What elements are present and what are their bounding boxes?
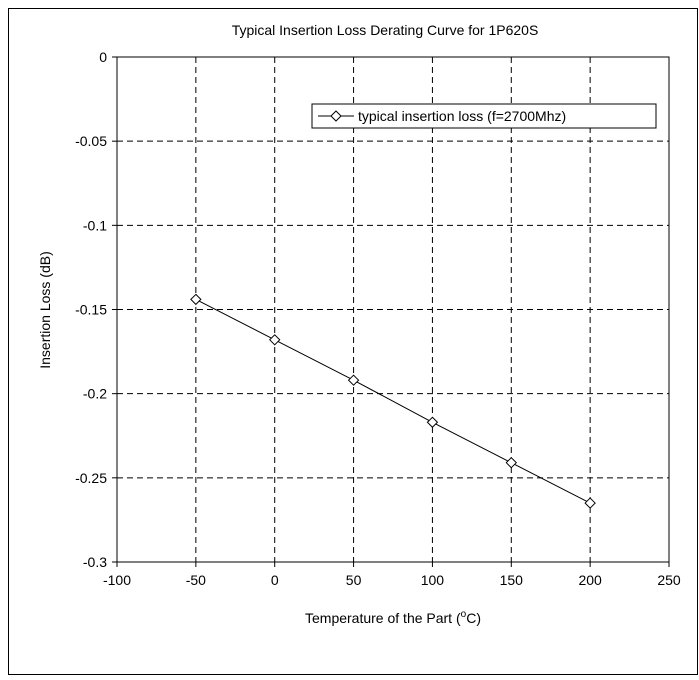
series-line	[195, 298, 591, 504]
legend-box	[311, 103, 657, 129]
legend-entry-label: typical insertion loss (f=2700Mhz)	[358, 108, 566, 124]
y-tick-label: -0.25	[75, 470, 107, 486]
x-tick-label: 100	[421, 572, 445, 588]
y-axis-label: Insertion Loss (dB)	[37, 251, 53, 369]
x-axis-label-unit: C)	[466, 610, 481, 626]
x-tick-label: 250	[657, 572, 681, 588]
data-point-diamond	[426, 416, 439, 428]
series	[190, 293, 596, 509]
x-tick-label: 0	[271, 572, 279, 588]
x-tick-label: 50	[346, 572, 362, 588]
data-point-diamond	[190, 293, 202, 306]
x-axis-label-superscript: o	[461, 609, 467, 620]
data-point-diamond	[269, 334, 281, 346]
y-axis: 0 -0.05 -0.1 -0.15 -0.2 -0.25 -0.3	[75, 49, 117, 570]
y-tick-label: -0.1	[83, 217, 107, 233]
x-tick-label: 150	[500, 572, 524, 588]
legend: typical insertion loss (f=2700Mhz)	[311, 103, 657, 129]
x-axis-label: Temperature of the Part (oC)	[305, 609, 481, 626]
y-tick-label: -0.15	[75, 302, 107, 318]
x-tick-label: 200	[578, 572, 602, 588]
x-axis: -100 -50 0 50 100 150 200 250	[103, 562, 681, 588]
x-tick-label: -50	[186, 572, 206, 588]
x-tick-label: -100	[103, 572, 131, 588]
y-tick-label: -0.3	[83, 554, 107, 570]
y-tick-label: -0.2	[83, 386, 107, 402]
data-point-diamond	[584, 497, 596, 509]
data-point-diamond	[347, 374, 360, 386]
y-tick-label: 0	[99, 49, 107, 65]
grid	[117, 57, 669, 562]
data-point-diamond	[505, 456, 517, 469]
y-tick-label: -0.05	[75, 133, 107, 149]
chart-title: Typical Insertion Loss Derating Curve fo…	[232, 22, 539, 38]
x-axis-label-main: Temperature of the Part (	[305, 610, 461, 626]
legend-diamond-marker	[330, 110, 342, 122]
